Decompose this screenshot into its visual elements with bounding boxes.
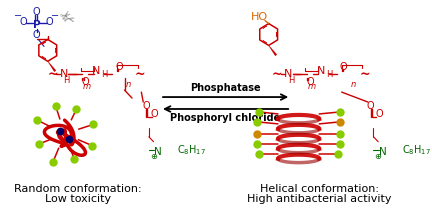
Text: N: N	[60, 69, 68, 79]
Text: O: O	[142, 101, 150, 111]
Text: ~: ~	[47, 68, 58, 81]
Text: O: O	[115, 62, 123, 72]
Text: $\mathsf{C_8H_{17}}$: $\mathsf{C_8H_{17}}$	[402, 143, 431, 157]
Polygon shape	[48, 61, 56, 72]
Text: Random conformation:: Random conformation:	[14, 184, 142, 194]
Text: O: O	[19, 17, 27, 26]
Text: N: N	[284, 69, 292, 79]
Text: Helical conformation:: Helical conformation:	[260, 184, 379, 194]
Text: $\mathsf{C_8H_{17}}$: $\mathsf{C_8H_{17}}$	[177, 143, 206, 157]
Text: ~: ~	[360, 68, 370, 81]
Text: ~: ~	[135, 68, 146, 81]
Text: O: O	[151, 109, 158, 119]
Text: H: H	[326, 70, 332, 79]
Text: N: N	[92, 66, 101, 76]
Text: −: −	[51, 11, 59, 21]
Text: −: −	[14, 11, 22, 21]
Polygon shape	[268, 45, 277, 56]
Text: N: N	[317, 66, 325, 76]
Text: ⊕: ⊕	[375, 152, 382, 161]
Text: Low toxicity: Low toxicity	[44, 194, 111, 204]
Text: n: n	[126, 80, 131, 89]
Text: ⊕: ⊕	[150, 152, 157, 161]
Text: H: H	[101, 70, 108, 79]
Text: ✂: ✂	[59, 7, 74, 24]
Text: ✂: ✂	[61, 12, 75, 28]
Text: O: O	[33, 31, 40, 40]
Text: n: n	[350, 80, 356, 89]
Text: m: m	[83, 82, 91, 91]
Text: Phosphatase: Phosphatase	[190, 83, 261, 93]
Text: Phosphoryl chloride: Phosphoryl chloride	[171, 113, 281, 123]
Text: O: O	[46, 17, 54, 26]
Text: O: O	[81, 77, 89, 87]
Text: ~: ~	[272, 68, 283, 81]
Text: N: N	[379, 147, 387, 157]
Text: H: H	[288, 76, 294, 85]
Text: N: N	[154, 147, 162, 157]
Text: O: O	[33, 7, 40, 17]
Text: High antibacterial activity: High antibacterial activity	[247, 194, 391, 204]
Text: P: P	[33, 20, 40, 29]
Text: O: O	[367, 101, 375, 111]
Text: O: O	[340, 62, 347, 72]
Text: H: H	[64, 76, 70, 85]
Text: m: m	[308, 82, 316, 91]
Text: O: O	[375, 109, 383, 119]
Text: O: O	[306, 77, 314, 87]
Text: HO: HO	[251, 12, 268, 22]
